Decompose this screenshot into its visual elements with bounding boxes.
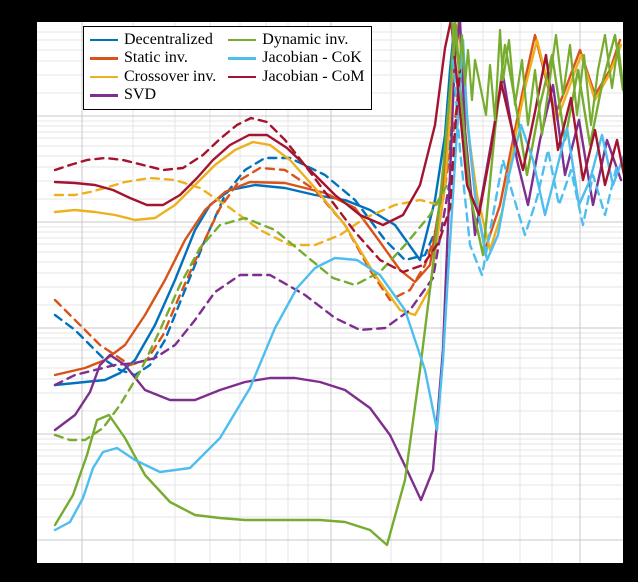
- legend-item-static: Static inv.: [90, 49, 216, 67]
- legend-swatch: [90, 39, 118, 42]
- legend-col-2: Dynamic inv.Jacobian - CoKJacobian - CoM: [228, 31, 364, 86]
- legend-swatch: [228, 76, 256, 79]
- legend-swatch: [228, 39, 256, 42]
- legend-label: Decentralized: [124, 31, 213, 49]
- legend-item-decentralized: Decentralized: [90, 31, 216, 49]
- legend-item-com: Jacobian - CoM: [228, 68, 364, 86]
- legend-label: SVD: [124, 86, 156, 104]
- legend-swatch: [90, 94, 118, 97]
- legend-label: Crossover inv.: [124, 68, 216, 86]
- legend-label: Jacobian - CoM: [262, 68, 364, 86]
- legend-item-cok: Jacobian - CoK: [228, 49, 364, 67]
- legend-label: Jacobian - CoK: [262, 49, 362, 67]
- plot-area: DecentralizedStatic inv.Crossover inv.SV…: [35, 20, 625, 565]
- legend-label: Static inv.: [124, 49, 188, 67]
- legend-swatch: [90, 76, 118, 79]
- legend-col-1: DecentralizedStatic inv.Crossover inv.SV…: [90, 31, 216, 105]
- legend-item-svd: SVD: [90, 86, 216, 104]
- legend-item-dynamic: Dynamic inv.: [228, 31, 364, 49]
- legend-swatch: [228, 57, 256, 60]
- legend: DecentralizedStatic inv.Crossover inv.SV…: [83, 26, 372, 110]
- legend-item-crossover: Crossover inv.: [90, 68, 216, 86]
- legend-swatch: [90, 57, 118, 60]
- legend-label: Dynamic inv.: [262, 31, 348, 49]
